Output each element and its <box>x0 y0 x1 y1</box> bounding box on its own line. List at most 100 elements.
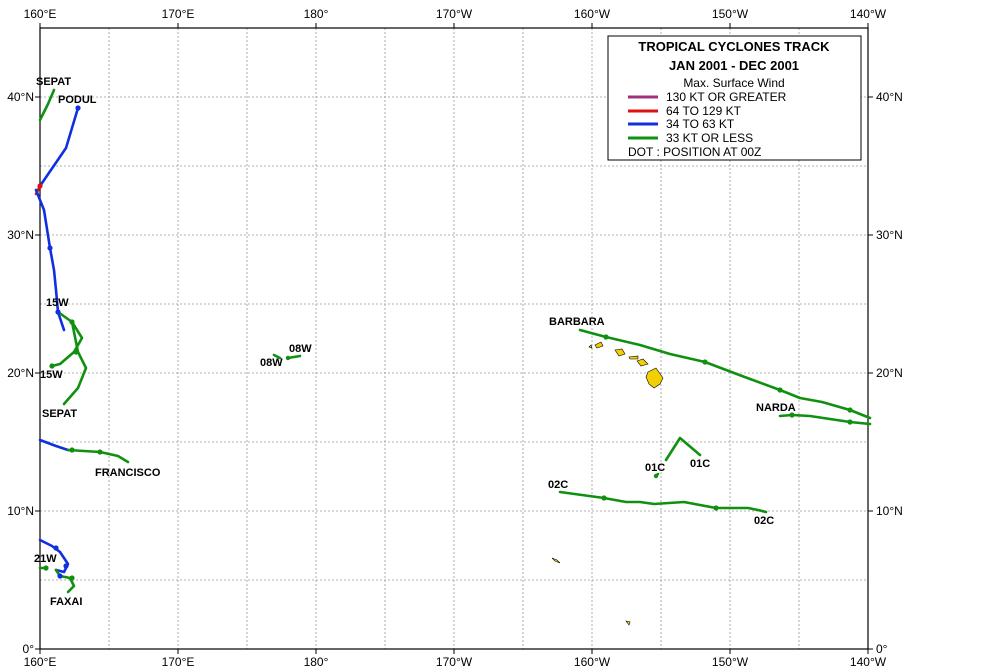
legend-label-130kt: 130 KT OR GREATER <box>666 90 787 104</box>
label-sepat-north: SEPAT <box>36 76 71 88</box>
atoll-palmyra <box>551 557 561 564</box>
dot-21w-4 <box>43 565 49 571</box>
label-01c-right: 01C <box>690 458 710 470</box>
y-tick-left-30n: 30°N <box>7 228 34 242</box>
dot-narda-1 <box>789 412 795 418</box>
label-08w-lower: 08W <box>260 357 283 369</box>
island-niihau <box>588 344 593 349</box>
track-sepat-south <box>62 320 88 406</box>
land-masses <box>551 341 664 626</box>
y-tick-right-30n: 30°N <box>876 228 903 242</box>
storm-labels: SEPAT PODUL 15W 15W SEPAT 08W 08W BARBAR… <box>34 76 796 608</box>
dot-02c-1 <box>601 495 607 501</box>
dot-podul-2 <box>37 183 43 189</box>
dot-08w <box>285 355 291 361</box>
legend-label-34kt: 34 TO 63 KT <box>666 117 735 131</box>
dot-narda-2 <box>847 419 853 425</box>
y-tick-left-20n: 20°N <box>7 366 34 380</box>
x-tick-labels-top: 160°E 170°E 180° 170°W 160°W 150°W 140°W <box>24 7 887 21</box>
label-francisco: FRANCISCO <box>95 467 161 479</box>
label-01c-left: 01C <box>645 462 665 474</box>
x-tick-bottom-180: 180° <box>304 655 329 669</box>
graticule-grid <box>40 28 868 649</box>
y-tick-right-0: 0° <box>876 642 888 656</box>
track-francisco-blue <box>38 438 70 452</box>
label-08w-upper: 08W <box>289 343 312 355</box>
label-faxai: FAXAI <box>50 596 82 608</box>
x-tick-bottom-150w: 150°W <box>712 655 749 669</box>
dot-francisco-1 <box>69 447 75 453</box>
y-tick-right-40n: 40°N <box>876 90 903 104</box>
dot-barbara-3 <box>777 387 783 393</box>
dot-barbara-2 <box>702 359 708 365</box>
dot-francisco-2 <box>97 449 103 455</box>
label-barbara: BARBARA <box>549 316 605 328</box>
track-02c <box>558 490 768 514</box>
tick-marks <box>35 23 873 654</box>
dot-podul-4 <box>55 309 61 315</box>
dot-01c <box>653 473 659 479</box>
track-podul-blue-north <box>38 106 80 188</box>
x-tick-bottom-160w: 160°W <box>574 655 611 669</box>
track-sepat-north <box>38 88 56 122</box>
dot-15w-3 <box>49 363 55 369</box>
label-02c-right: 02C <box>754 515 774 527</box>
y-tick-left-0: 0° <box>23 642 35 656</box>
y-tick-right-10n: 10°N <box>876 504 903 518</box>
x-tick-top-170w: 170°W <box>436 7 473 21</box>
label-narda: NARDA <box>756 402 796 414</box>
legend-header: Max. Surface Wind <box>683 76 784 90</box>
x-tick-bottom-160e: 160°E <box>24 655 57 669</box>
island-kauai <box>594 341 604 349</box>
position-dots-00z <box>37 105 853 581</box>
x-tick-bottom-170w: 170°W <box>436 655 473 669</box>
label-15w-lower: 15W <box>40 369 63 381</box>
dot-podul-3 <box>47 245 53 251</box>
y-tick-left-10n: 10°N <box>7 504 34 518</box>
track-narda <box>778 413 872 426</box>
x-tick-top-180: 180° <box>304 7 329 21</box>
dot-02c-2 <box>713 505 719 511</box>
island-hawaii <box>645 367 664 389</box>
dot-faxai-1 <box>69 575 75 581</box>
label-21w: 21W <box>34 553 57 565</box>
track-01c-a <box>664 436 702 462</box>
atoll-kiritimati <box>625 620 631 626</box>
legend-label-33kt: 33 KT OR LESS <box>666 131 753 145</box>
dot-barbara-4 <box>847 407 853 413</box>
legend-box: TROPICAL CYCLONES TRACK JAN 2001 - DEC 2… <box>607 35 862 161</box>
track-21w-blue <box>38 538 70 574</box>
track-08w-a <box>272 353 282 360</box>
dot-21w-3 <box>57 573 63 579</box>
dot-barbara-1 <box>603 334 609 340</box>
label-sepat-south: SEPAT <box>42 408 77 420</box>
x-tick-bottom-170e: 170°E <box>162 655 195 669</box>
y-tick-labels-right: 0° 10°N 20°N 30°N 40°N <box>876 90 903 656</box>
x-tick-bottom-140w: 140°W <box>850 655 887 669</box>
track-francisco-green <box>66 448 130 464</box>
y-tick-right-20n: 20°N <box>876 366 903 380</box>
cyclone-tracks <box>34 88 872 594</box>
island-molokai <box>628 355 639 360</box>
track-15w-loop <box>50 310 84 368</box>
y-tick-labels-left: 0° 10°N 20°N 30°N 40°N <box>7 90 34 656</box>
legend-dot-note: DOT : POSITION AT 00Z <box>628 145 761 159</box>
track-barbara <box>578 328 872 420</box>
dot-podul-1 <box>75 105 81 111</box>
x-tick-top-150w: 150°W <box>712 7 749 21</box>
x-tick-top-170e: 170°E <box>162 7 195 21</box>
legend-title-line1: TROPICAL CYCLONES TRACK <box>638 39 830 54</box>
dot-21w-2 <box>63 563 69 569</box>
island-maui <box>636 358 649 367</box>
x-tick-top-140w: 140°W <box>850 7 887 21</box>
label-02c-left: 02C <box>548 479 568 491</box>
track-faxai <box>54 568 76 594</box>
x-tick-top-160e: 160°E <box>24 7 57 21</box>
label-15w-upper: 15W <box>46 297 69 309</box>
legend-label-64kt: 64 TO 129 KT <box>666 104 742 118</box>
label-podul: PODUL <box>58 94 97 106</box>
dot-21w-1 <box>53 545 59 551</box>
legend-title-line2: JAN 2001 - DEC 2001 <box>669 58 799 73</box>
x-tick-top-160w: 160°W <box>574 7 611 21</box>
x-tick-labels-bottom: 160°E 170°E 180° 170°W 160°W 150°W 140°W <box>24 655 887 669</box>
